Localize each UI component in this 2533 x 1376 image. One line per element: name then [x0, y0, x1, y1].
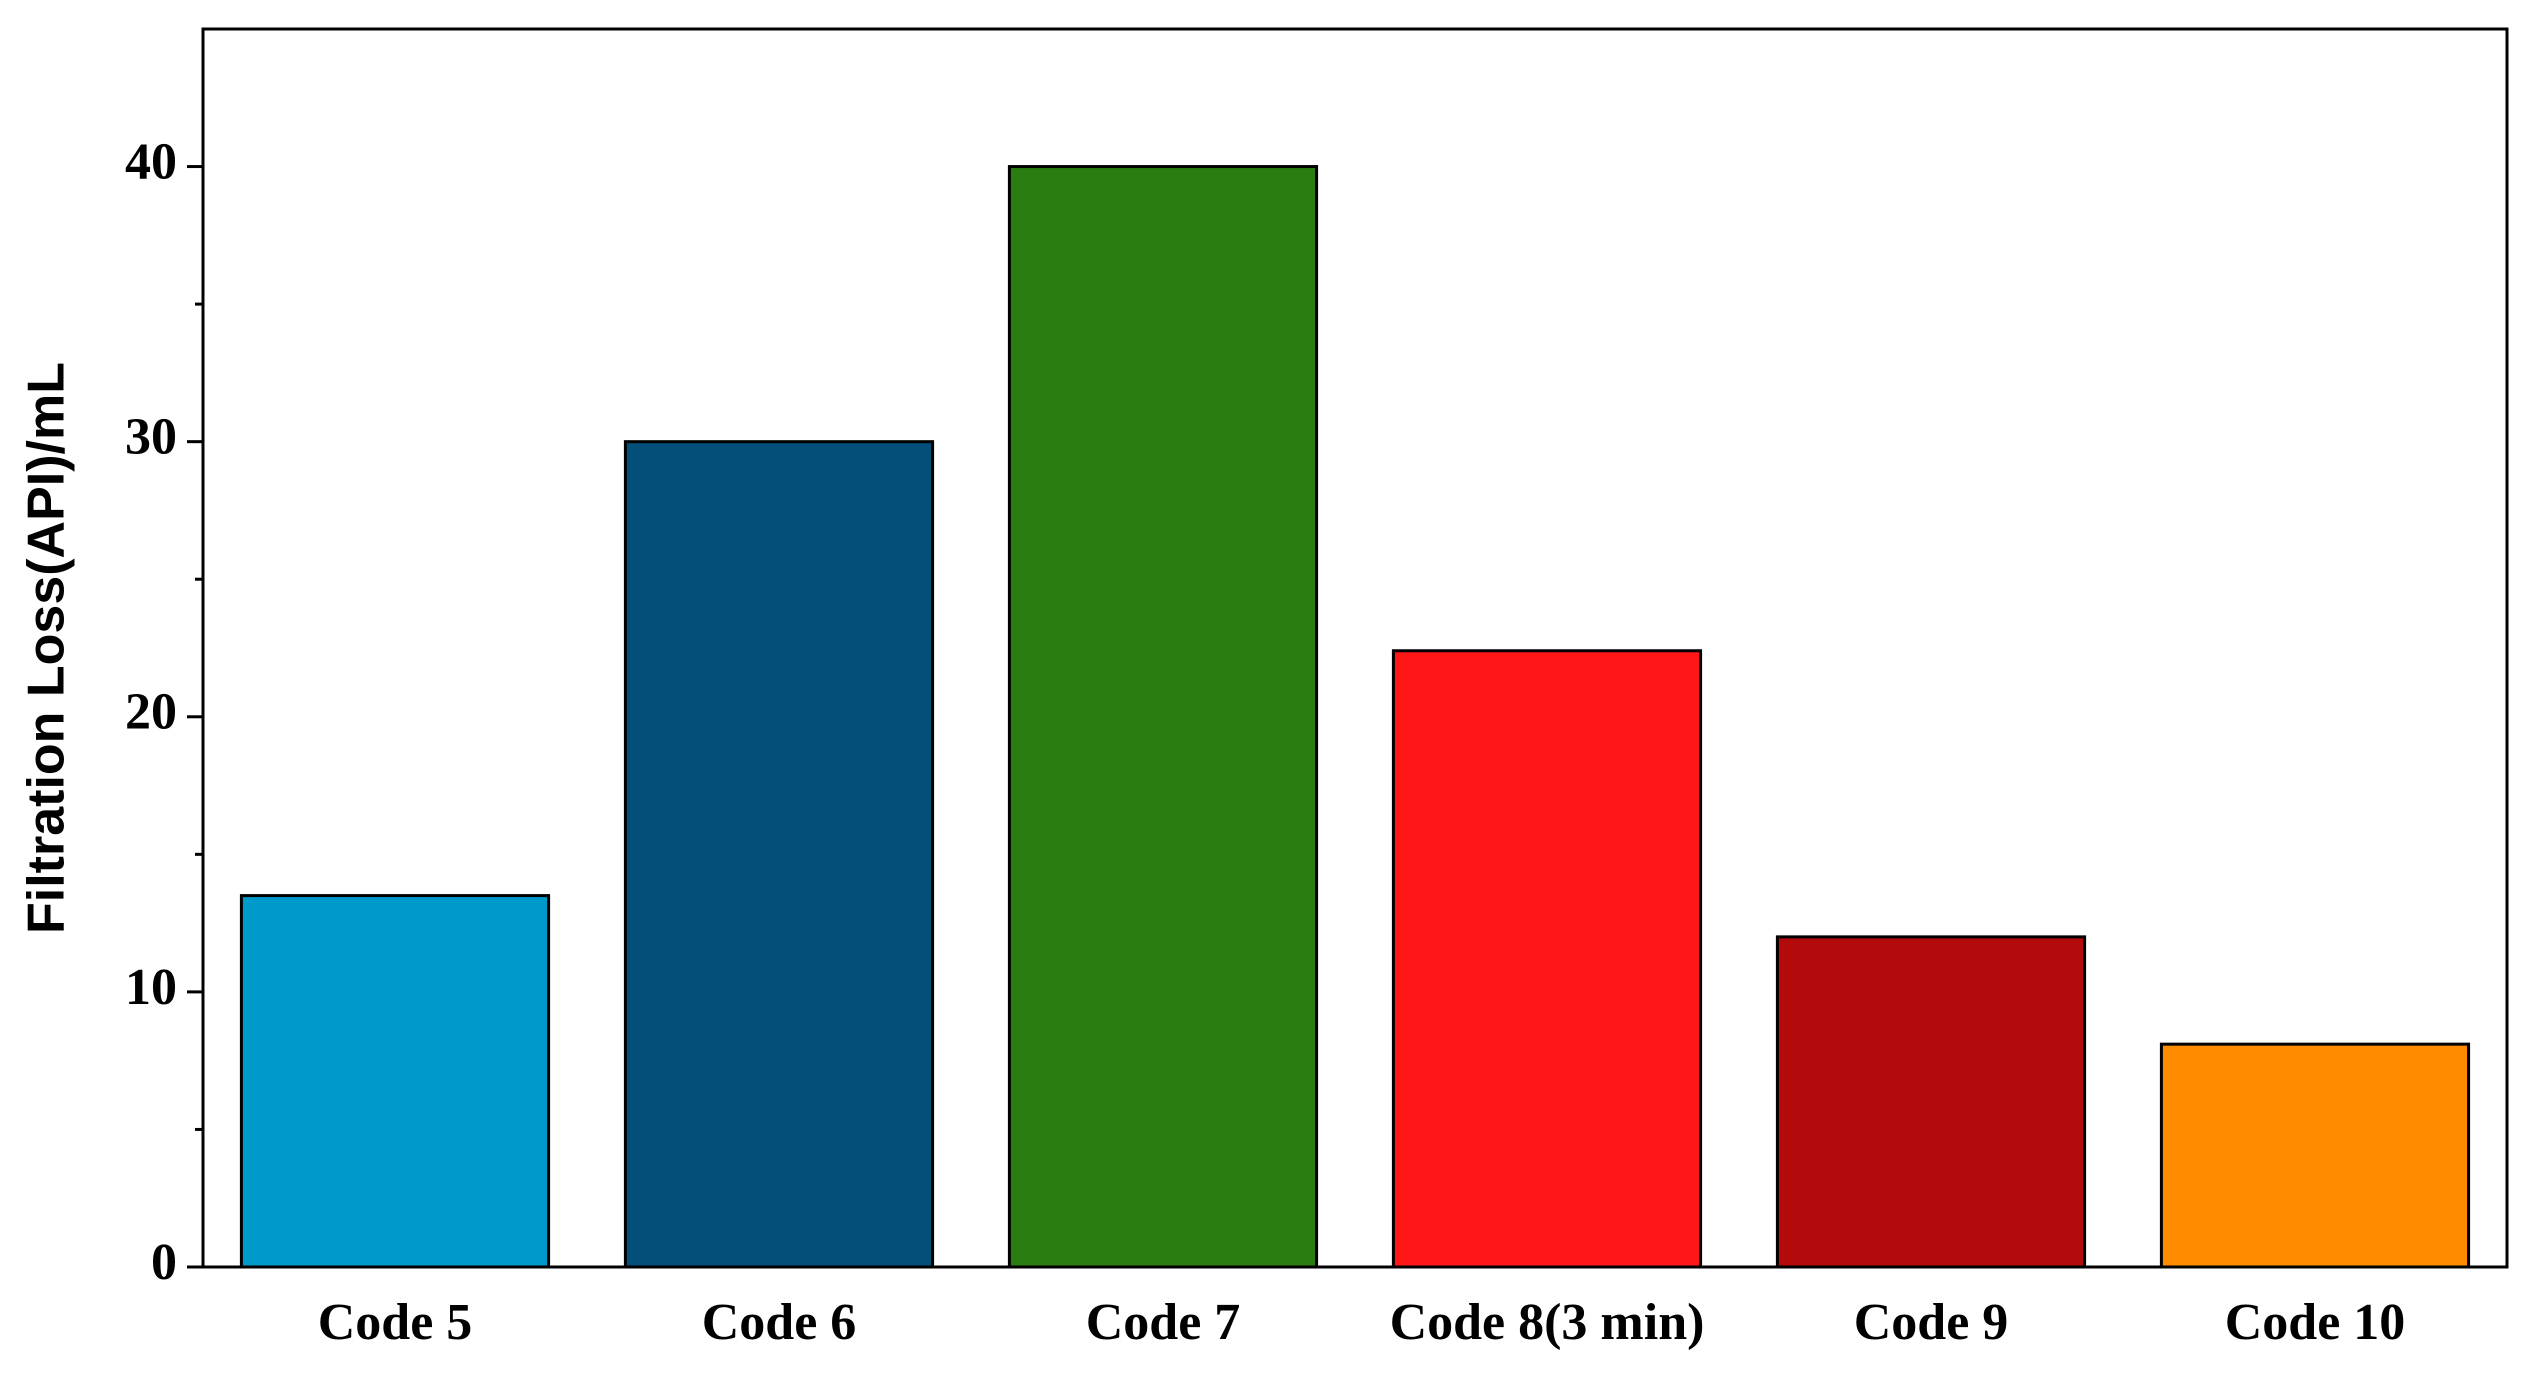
x-tick-label: Code 10 [2225, 1294, 2406, 1351]
y-tick-label: 20 [125, 684, 177, 741]
y-tick-label: 40 [125, 133, 177, 190]
y-tick-label: 10 [125, 959, 177, 1016]
bar [239, 894, 551, 1269]
bar [2159, 1042, 2471, 1269]
x-tick-label: Code 9 [1854, 1294, 2009, 1351]
bar [1391, 649, 1703, 1269]
y-tick-label: 0 [151, 1234, 177, 1291]
x-tick-label: Code 5 [318, 1294, 473, 1351]
plot-frame [201, 27, 2509, 1269]
y-tick-label: 30 [125, 409, 177, 466]
y-axis-label: Filtration Loss(API)/mL [18, 362, 76, 934]
x-tick-label: Code 7 [1086, 1294, 1241, 1351]
x-tick-label: Code 8(3 min) [1390, 1294, 1705, 1351]
bar [1007, 165, 1319, 1269]
x-tick-label: Code 6 [702, 1294, 857, 1351]
bar [623, 440, 935, 1269]
bar [1775, 935, 2087, 1269]
